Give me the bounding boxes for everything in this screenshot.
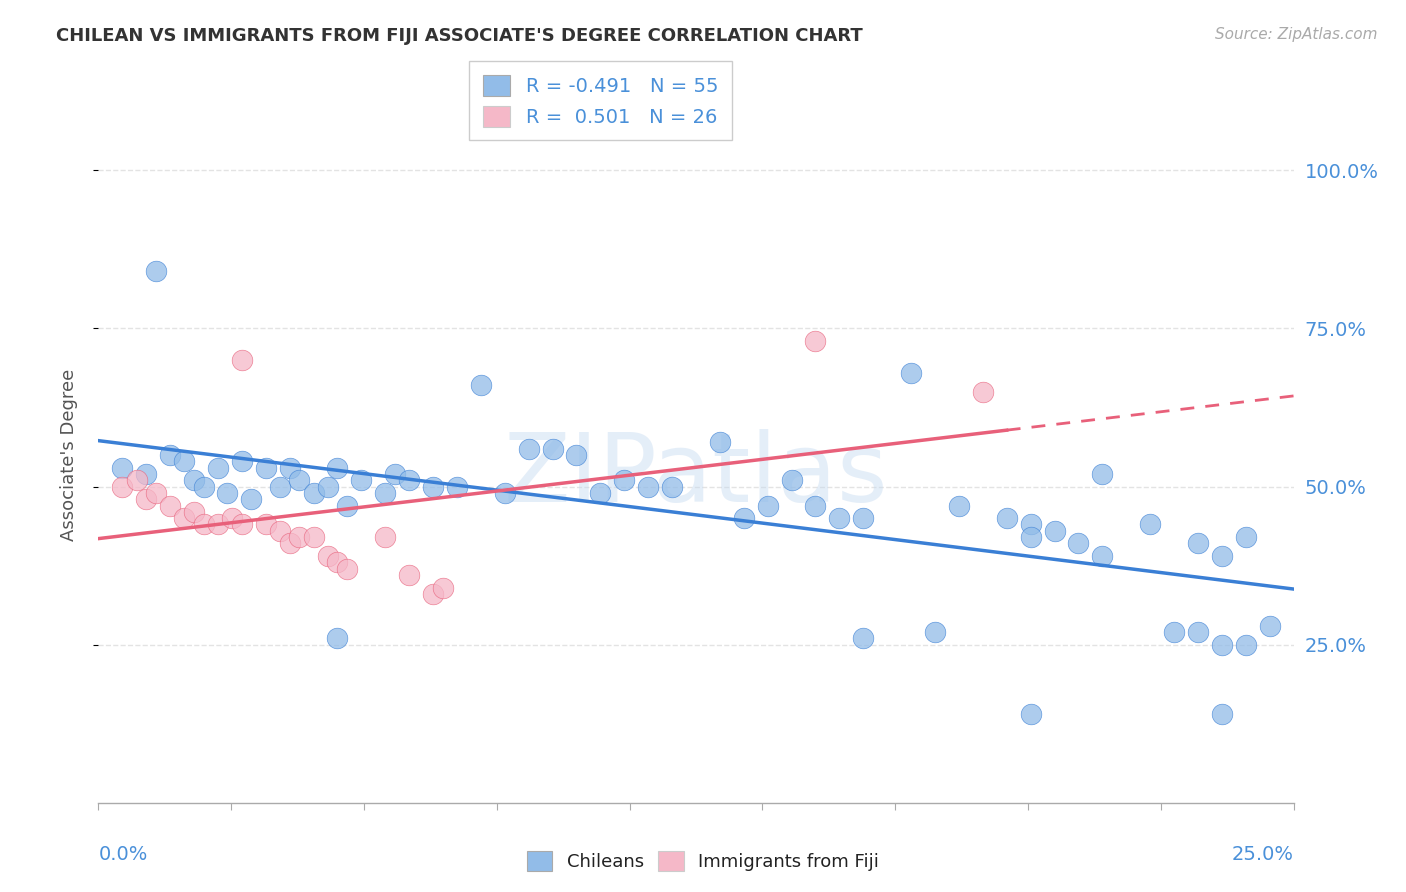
Point bbox=[326, 460, 349, 475]
Point bbox=[384, 467, 406, 481]
Text: Source: ZipAtlas.com: Source: ZipAtlas.com bbox=[1215, 27, 1378, 42]
Point bbox=[302, 530, 325, 544]
Text: 0.0%: 0.0% bbox=[98, 845, 148, 863]
Point bbox=[1187, 536, 1209, 550]
Point bbox=[183, 473, 205, 487]
Point bbox=[111, 460, 134, 475]
Point bbox=[145, 486, 167, 500]
Point bbox=[756, 499, 779, 513]
Point bbox=[589, 486, 612, 500]
Point bbox=[1234, 530, 1257, 544]
Point bbox=[565, 448, 588, 462]
Point bbox=[1139, 517, 1161, 532]
Point bbox=[1211, 638, 1233, 652]
Point bbox=[1043, 524, 1066, 538]
Point bbox=[637, 479, 659, 493]
Point bbox=[398, 473, 420, 487]
Point bbox=[446, 479, 468, 493]
Point bbox=[995, 511, 1018, 525]
Point bbox=[145, 264, 167, 278]
Point bbox=[1163, 625, 1185, 640]
Point bbox=[1019, 707, 1042, 722]
Point bbox=[374, 486, 396, 500]
Point bbox=[613, 473, 636, 487]
Point bbox=[422, 587, 444, 601]
Point bbox=[316, 549, 339, 563]
Point bbox=[217, 486, 239, 500]
Point bbox=[269, 479, 291, 493]
Point bbox=[1067, 536, 1090, 550]
Point bbox=[288, 530, 311, 544]
Point bbox=[336, 499, 359, 513]
Point bbox=[972, 384, 994, 399]
Point bbox=[125, 473, 148, 487]
Point bbox=[207, 460, 229, 475]
Point bbox=[159, 499, 181, 513]
Point bbox=[541, 442, 564, 456]
Point bbox=[1234, 638, 1257, 652]
Point bbox=[422, 479, 444, 493]
Point bbox=[828, 511, 851, 525]
Point bbox=[804, 499, 827, 513]
Point bbox=[948, 499, 970, 513]
Point bbox=[517, 442, 540, 456]
Point bbox=[173, 511, 195, 525]
Point bbox=[1019, 517, 1042, 532]
Point bbox=[780, 473, 803, 487]
Point bbox=[288, 473, 311, 487]
Y-axis label: Associate's Degree: Associate's Degree bbox=[59, 368, 77, 541]
Point bbox=[193, 479, 215, 493]
Point bbox=[254, 460, 277, 475]
Point bbox=[316, 479, 339, 493]
Point bbox=[1211, 707, 1233, 722]
Text: 25.0%: 25.0% bbox=[1232, 845, 1294, 863]
Point bbox=[350, 473, 373, 487]
Point bbox=[254, 517, 277, 532]
Point bbox=[183, 505, 205, 519]
Point bbox=[1211, 549, 1233, 563]
Point bbox=[231, 517, 253, 532]
Point bbox=[1091, 549, 1114, 563]
Point bbox=[302, 486, 325, 500]
Point bbox=[207, 517, 229, 532]
Point bbox=[804, 334, 827, 348]
Point bbox=[1019, 530, 1042, 544]
Point bbox=[432, 581, 454, 595]
Point bbox=[269, 524, 291, 538]
Point bbox=[852, 632, 875, 646]
Point bbox=[278, 536, 301, 550]
Point bbox=[470, 378, 492, 392]
Point bbox=[374, 530, 396, 544]
Point bbox=[173, 454, 195, 468]
Legend: R = -0.491   N = 55, R =  0.501   N = 26: R = -0.491 N = 55, R = 0.501 N = 26 bbox=[470, 61, 731, 140]
Point bbox=[326, 556, 349, 570]
Point bbox=[494, 486, 516, 500]
Point bbox=[1187, 625, 1209, 640]
Point bbox=[1091, 467, 1114, 481]
Point bbox=[336, 562, 359, 576]
Point bbox=[135, 492, 157, 507]
Point bbox=[231, 454, 253, 468]
Text: CHILEAN VS IMMIGRANTS FROM FIJI ASSOCIATE'S DEGREE CORRELATION CHART: CHILEAN VS IMMIGRANTS FROM FIJI ASSOCIAT… bbox=[56, 27, 863, 45]
Point bbox=[661, 479, 683, 493]
Text: ZIPatlas: ZIPatlas bbox=[503, 429, 889, 523]
Point bbox=[326, 632, 349, 646]
Point bbox=[1258, 618, 1281, 632]
Point bbox=[111, 479, 134, 493]
Legend: Chileans, Immigrants from Fiji: Chileans, Immigrants from Fiji bbox=[520, 844, 886, 879]
Point bbox=[221, 511, 243, 525]
Point bbox=[398, 568, 420, 582]
Point bbox=[135, 467, 157, 481]
Point bbox=[900, 366, 922, 380]
Point bbox=[159, 448, 181, 462]
Point bbox=[278, 460, 301, 475]
Point bbox=[709, 435, 731, 450]
Point bbox=[231, 353, 253, 368]
Point bbox=[733, 511, 755, 525]
Point bbox=[193, 517, 215, 532]
Point bbox=[852, 511, 875, 525]
Point bbox=[240, 492, 263, 507]
Point bbox=[924, 625, 946, 640]
